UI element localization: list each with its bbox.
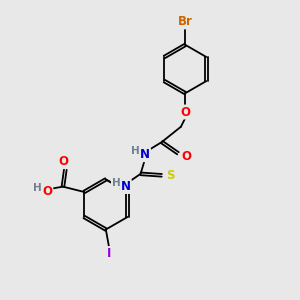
Text: O: O [181, 150, 191, 163]
Text: N: N [140, 148, 150, 161]
Text: S: S [166, 169, 174, 182]
Text: H: H [131, 146, 140, 156]
Text: O: O [180, 106, 190, 118]
Text: Br: Br [178, 15, 193, 28]
Text: H: H [112, 178, 121, 188]
Text: O: O [59, 155, 69, 168]
Text: O: O [42, 184, 52, 198]
Text: N: N [121, 180, 131, 193]
Text: H: H [33, 183, 42, 193]
Text: I: I [107, 247, 112, 260]
